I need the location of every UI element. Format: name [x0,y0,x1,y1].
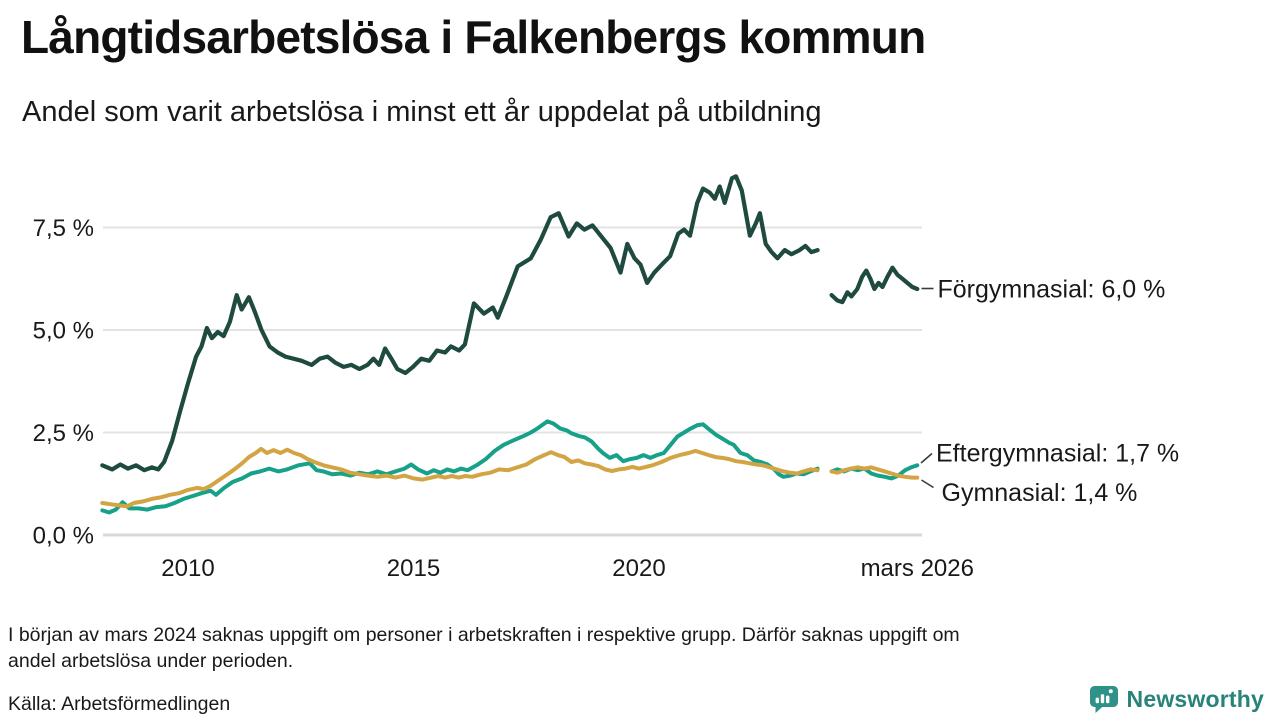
series-line-förgymnasial [100,174,820,473]
label-connector [920,452,933,464]
footnote: I början av mars 2024 saknas uppgift om … [8,623,960,674]
y-axis-tick-label: 7,5 % [33,215,94,242]
footnote-line-2: andel arbetslösa under perioden. [8,649,294,672]
chart-subtitle: Andel som varit arbetslösa i minst ett å… [22,96,822,128]
x-axis-tick-label: mars 2026 [861,555,974,582]
label-connector [921,479,934,489]
y-axis-tick-label: 2,5 % [33,420,94,447]
series-end-label-förgymnasial: Förgymnasial: 6,0 % [938,276,1166,304]
x-axis-tick-label: 2015 [387,555,440,582]
series-line-eftergymnasial [100,419,820,515]
speech-bubble-bar-chart-icon [1089,686,1118,713]
x-axis-tick-label: 2020 [612,555,665,582]
chart-title: Långtidsarbetslösa i Falkenbergs kommun [21,11,926,63]
series-line-gymnasial [829,465,920,480]
newsworthy-logo: Newsworthy [1089,685,1264,714]
source-label: Källa: Arbetsförmedlingen [8,693,231,715]
x-axis-tick-label: 2010 [161,555,214,582]
series-end-label-eftergymnasial: Eftergymnasial: 1,7 % [936,440,1179,468]
series-end-label-gymnasial: Gymnasial: 1,4 % [942,479,1138,507]
y-axis-tick-label: 0,0 % [33,523,94,550]
footnote-line-1: I början av mars 2024 saknas uppgift om … [8,624,960,646]
series-line-förgymnasial [829,265,920,305]
series-line-gymnasial [100,446,820,509]
y-axis-tick-label: 5,0 % [33,318,94,345]
newsworthy-wordmark: Newsworthy [1126,686,1264,712]
